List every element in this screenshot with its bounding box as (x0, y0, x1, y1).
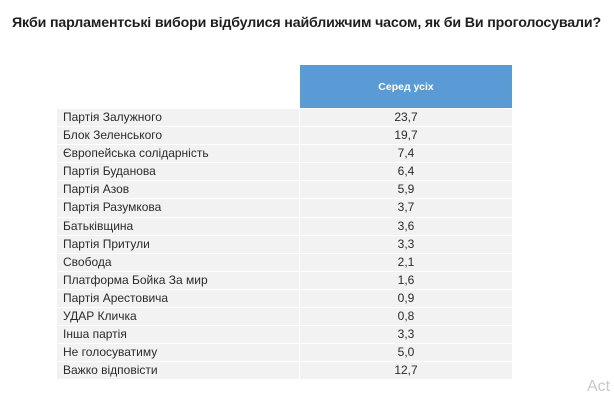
party-label: УДАР Кличка (57, 308, 300, 326)
party-label: Важко відповісти (57, 362, 300, 380)
percentage-value: 5,0 (397, 345, 415, 360)
table-body: Партія Залужного 23,7 Блок Зеленського 19,7… (57, 109, 512, 381)
percentage-value: 5,9 (397, 182, 415, 197)
percentage-value: 3,6 (397, 218, 415, 233)
table-row: Платформа Бойка За мир 1,6 (57, 271, 512, 290)
table-row: Свобода 2,1 (57, 253, 512, 272)
percentage-value: 23,7 (394, 110, 418, 124)
percentage-value: 0,8 (397, 309, 415, 324)
table-row: Блок Зеленського 19,7 (57, 127, 512, 146)
percentage-value: 6,4 (397, 164, 415, 179)
poll-results-table: Серед усіх Партія Залужного 23,7 Блок Зеле… (57, 65, 512, 381)
party-label: Європейська солідарність (57, 145, 300, 163)
table-row: Партія Буданова 6,4 (57, 163, 512, 182)
table-row: Партія Разумкова 3,7 (57, 199, 512, 218)
party-label: Інша партія (57, 326, 300, 344)
party-label: Батьківщина (57, 217, 300, 235)
party-label: Партія Разумкова (57, 199, 300, 217)
percentage-value: 3,3 (397, 236, 415, 251)
table-row: Партія Арестовича 0,9 (57, 289, 512, 309)
percentage-value: 1,6 (397, 272, 415, 287)
party-label: Не голосуватиму (57, 344, 300, 362)
percentage-value: 0,9 (397, 290, 415, 305)
table-row: Партія Залужного 23,7 (57, 109, 512, 128)
party-label: Партія Арестовича (57, 289, 300, 308)
header-spacer (57, 65, 300, 109)
table-row: Європейська солідарність 7,4 (57, 145, 512, 164)
party-label: Партія Залужного (57, 109, 300, 127)
party-label: Партія Буданова (57, 163, 300, 181)
party-label: Свобода (57, 253, 300, 271)
table-row: Інша партія 3,3 (57, 326, 512, 345)
percentage-value: 19,7 (394, 128, 418, 143)
activation-watermark: Act (587, 378, 611, 395)
table-row: Батьківщина 3,6 (57, 217, 512, 236)
column-header-among-all: Серед усіх (300, 65, 512, 108)
percentage-value: 12,7 (394, 363, 418, 378)
party-label: Партія Притули (57, 235, 300, 253)
party-label: Блок Зеленського (57, 127, 300, 145)
table-row: Важко відповісти 12,7 (57, 362, 512, 381)
table-row: Не голосуватиму 5,0 (57, 344, 512, 363)
table-row: Партія Азов 5,9 (57, 181, 512, 200)
percentage-value: 7,4 (397, 146, 415, 161)
percentage-value: 3,7 (397, 200, 415, 215)
page-title: Якби парламентські вибори відбулися найб… (12, 15, 601, 31)
party-label: Партія Азов (57, 181, 300, 199)
table-row: УДАР Кличка 0,8 (57, 308, 512, 327)
table-header-row: Серед усіх (57, 65, 512, 109)
percentage-value: 2,1 (397, 254, 415, 269)
table-row: Партія Притули 3,3 (57, 235, 512, 254)
percentage-value: 3,3 (397, 327, 415, 342)
party-label: Платформа Бойка За мир (57, 271, 300, 289)
